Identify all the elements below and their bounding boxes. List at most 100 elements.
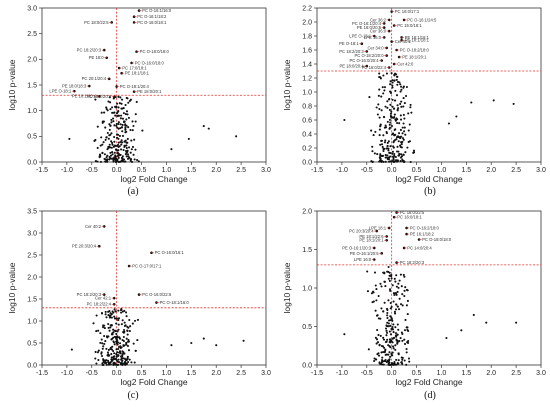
non-significant-point bbox=[391, 152, 394, 155]
non-significant-point bbox=[111, 332, 114, 335]
non-significant-point bbox=[107, 137, 110, 140]
non-significant-point bbox=[393, 153, 396, 156]
point-label: PC 14:0/20:4 bbox=[407, 245, 432, 250]
non-significant-point bbox=[393, 361, 396, 364]
non-significant-point bbox=[366, 290, 369, 293]
panel-caption-c: (c) bbox=[127, 390, 139, 401]
point-label: PC 15:0/18:1 bbox=[397, 23, 422, 28]
non-significant-point bbox=[100, 352, 103, 355]
non-significant-point bbox=[128, 330, 131, 333]
non-significant-point bbox=[137, 160, 140, 163]
non-significant-point bbox=[96, 146, 99, 149]
non-significant-point bbox=[380, 139, 383, 142]
non-significant-point bbox=[124, 126, 127, 129]
volcano-plot-b: -1.5 -1.0 -0.5 0.0 0.5 1.0 1.5 2.0 2.5 3.0 0.0 0.2 0… bbox=[282, 5, 546, 184]
non-significant-point bbox=[389, 274, 392, 277]
x-tick-label: 1.5 bbox=[461, 167, 471, 174]
non-significant-point bbox=[382, 160, 385, 163]
non-significant-point bbox=[130, 160, 134, 164]
non-significant-point bbox=[389, 80, 392, 83]
non-significant-point bbox=[134, 113, 137, 116]
x-tick-label: 2.5 bbox=[511, 370, 521, 377]
non-significant-point bbox=[402, 105, 405, 108]
non-significant-point bbox=[393, 139, 396, 142]
y-tick-label: 0.0 bbox=[27, 362, 37, 369]
non-significant-point bbox=[101, 342, 104, 345]
non-significant-point bbox=[125, 118, 128, 121]
point-label: PC O-16:1/24:5 bbox=[407, 17, 437, 22]
non-significant-point bbox=[396, 305, 399, 308]
point-label: Cer 42:0 bbox=[397, 61, 414, 66]
panel-caption-b: (b) bbox=[424, 186, 436, 197]
x-tick-label: -1.5 bbox=[36, 370, 48, 377]
non-significant-point bbox=[393, 107, 396, 110]
non-significant-point bbox=[125, 96, 128, 100]
non-significant-point bbox=[120, 98, 124, 101]
non-significant-point bbox=[121, 134, 125, 138]
non-significant-point bbox=[112, 117, 115, 120]
non-significant-point bbox=[387, 322, 390, 325]
non-significant-point bbox=[373, 271, 377, 274]
non-significant-point bbox=[96, 351, 99, 354]
x-tick-label: 1.5 bbox=[461, 370, 471, 377]
panel-caption-d: (d) bbox=[424, 390, 436, 401]
x-tick-label: -1.0 bbox=[61, 167, 73, 174]
point-label: PC O-16:2/18:0 bbox=[410, 225, 440, 230]
non-significant-point bbox=[394, 89, 397, 92]
point-label: PC 18:0/22:5 bbox=[84, 20, 109, 25]
non-significant-point bbox=[397, 352, 400, 355]
outlier-point bbox=[70, 348, 73, 351]
non-significant-point bbox=[376, 341, 380, 344]
non-significant-point bbox=[125, 144, 128, 147]
non-significant-point bbox=[397, 107, 400, 110]
non-significant-point bbox=[386, 316, 389, 320]
y-tick-label: 1.5 bbox=[27, 296, 37, 303]
non-significant-point bbox=[117, 358, 120, 361]
non-significant-point bbox=[105, 156, 108, 159]
non-significant-point bbox=[396, 290, 399, 293]
non-significant-point bbox=[113, 308, 116, 311]
non-significant-point bbox=[394, 155, 397, 159]
non-significant-point bbox=[119, 127, 122, 130]
non-significant-point bbox=[113, 144, 116, 147]
non-significant-point bbox=[379, 334, 382, 337]
non-significant-point bbox=[378, 107, 381, 111]
non-significant-point bbox=[114, 114, 117, 117]
non-significant-point bbox=[105, 136, 108, 139]
non-significant-point bbox=[101, 362, 104, 365]
non-significant-point bbox=[105, 363, 108, 366]
non-significant-point bbox=[393, 160, 396, 163]
non-significant-point bbox=[373, 357, 376, 360]
non-significant-point bbox=[110, 146, 113, 149]
x-axis-label: log2 Fold Change bbox=[395, 174, 462, 184]
non-significant-point bbox=[374, 336, 377, 339]
non-significant-point bbox=[127, 340, 130, 343]
non-significant-point bbox=[395, 78, 398, 81]
non-significant-point bbox=[384, 139, 387, 142]
non-significant-point bbox=[392, 157, 395, 160]
x-axis-label: log2 Fold Change bbox=[120, 174, 187, 184]
point-label: PE O-16:1/20:3 bbox=[342, 245, 372, 250]
point-label: PC O-16:0/18:1 bbox=[137, 20, 167, 25]
non-significant-point bbox=[100, 136, 103, 139]
significant-point bbox=[400, 36, 403, 39]
non-significant-point bbox=[109, 312, 112, 315]
non-significant-point bbox=[94, 98, 97, 101]
non-significant-point bbox=[403, 117, 406, 120]
non-significant-point bbox=[410, 111, 413, 114]
volcano-plot-c: -1.5 -1.0 -0.5 0.0 0.5 1.0 1.5 2.0 2.5 3.0 0.0 0.5 1… bbox=[7, 208, 271, 387]
non-significant-point bbox=[113, 315, 116, 318]
non-significant-point bbox=[399, 156, 403, 159]
point-label: PE 18:1/18:1 bbox=[405, 35, 430, 40]
non-significant-point bbox=[386, 145, 389, 148]
y-tick-label: 2.0 bbox=[302, 19, 312, 26]
non-significant-point bbox=[394, 326, 397, 329]
non-significant-point bbox=[386, 338, 389, 341]
non-significant-point bbox=[391, 337, 394, 340]
non-significant-point bbox=[390, 72, 393, 75]
significant-point bbox=[387, 29, 391, 33]
non-significant-point bbox=[103, 111, 106, 114]
non-significant-point bbox=[393, 312, 397, 315]
non-significant-point bbox=[390, 316, 393, 319]
non-significant-point bbox=[387, 363, 390, 366]
